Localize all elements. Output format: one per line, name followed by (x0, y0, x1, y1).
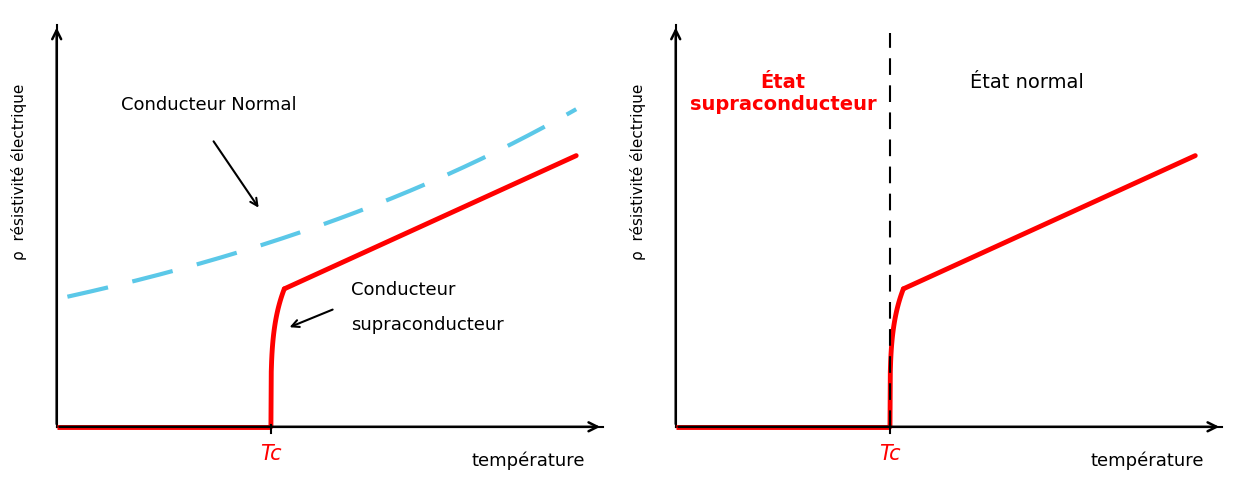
Text: État
supraconducteur: État supraconducteur (690, 73, 876, 114)
Text: ρ  résistivité électrique: ρ résistivité électrique (11, 83, 28, 259)
Text: Conducteur: Conducteur (352, 280, 456, 298)
Text: température: température (1090, 450, 1204, 469)
Text: supraconducteur: supraconducteur (352, 316, 505, 334)
Text: Tc: Tc (879, 443, 900, 463)
Text: température: température (471, 450, 585, 469)
Text: Conducteur Normal: Conducteur Normal (121, 95, 297, 113)
Text: ρ  résistivité électrique: ρ résistivité électrique (630, 83, 646, 259)
Text: État normal: État normal (970, 73, 1084, 92)
Text: Tc: Tc (260, 443, 282, 463)
